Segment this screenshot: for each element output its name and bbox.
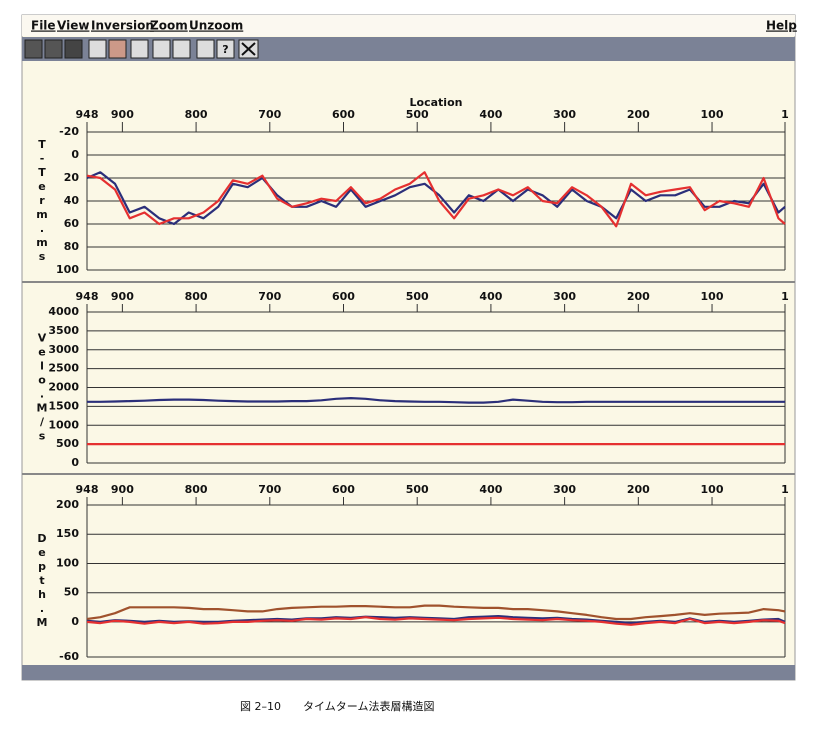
x-tick-label: 948: [76, 483, 99, 496]
menu-item[interactable]: Inversion: [91, 19, 154, 33]
x-tick-label: 500: [406, 108, 429, 121]
x-tick-label: 948: [76, 108, 99, 121]
x-tick-label: 1: [781, 290, 789, 303]
menu-item[interactable]: Unzoom: [189, 19, 243, 33]
tool-button[interactable]: [64, 39, 83, 59]
y-tick-label: 3500: [48, 324, 79, 337]
x-tick-label: 948: [76, 290, 99, 303]
y-tick-label: 1000: [48, 418, 79, 431]
x-tick-label: 600: [332, 108, 355, 121]
x-tick-label: 800: [185, 108, 208, 121]
y-tick-label: 2500: [48, 362, 79, 375]
x-tick-label: 800: [185, 290, 208, 303]
figure-caption: 図 2–10 タイムターム法表層構造図: [240, 699, 434, 713]
y-tick-label: 200: [56, 498, 79, 511]
x-tick-label: 300: [553, 483, 576, 496]
x-tick-label: 400: [479, 483, 502, 496]
tool-button[interactable]: [108, 39, 127, 59]
tool-button[interactable]: [130, 39, 149, 59]
y-tick-label: 150: [56, 527, 79, 540]
menu-bar: [22, 15, 795, 36]
help-icon: ?: [222, 43, 228, 56]
x-tick-label: 500: [406, 290, 429, 303]
x-tick-label: 700: [258, 108, 281, 121]
help-button[interactable]: [216, 39, 235, 59]
x-tick-label: 900: [111, 290, 134, 303]
x-tick-label: 900: [111, 108, 134, 121]
y-tick-label: 0: [71, 456, 79, 469]
x-tick-label: 200: [627, 290, 650, 303]
save-button[interactable]: [196, 39, 215, 59]
data-line: [86, 616, 786, 626]
zoom-in-button[interactable]: [152, 39, 171, 59]
menu-item[interactable]: Help: [766, 19, 797, 33]
x-tick-label: 200: [627, 108, 650, 121]
y-tick-label: 0: [71, 148, 79, 161]
x-tick-label: 500: [406, 483, 429, 496]
x-tick-label: 300: [553, 290, 576, 303]
menu-item[interactable]: File: [31, 19, 56, 33]
x-tick-label: 400: [479, 290, 502, 303]
menu-item[interactable]: Zoom: [150, 19, 188, 33]
data-line: [86, 171, 786, 226]
menu-item[interactable]: View: [57, 19, 89, 33]
x-tick-label: 1: [781, 483, 789, 496]
y-tick-label: 500: [56, 437, 79, 450]
y-tick-label: 20: [64, 171, 80, 184]
y-tick-label: 50: [64, 586, 80, 599]
y-tick-label: 2000: [48, 381, 79, 394]
y-tick-label: 100: [56, 263, 79, 276]
y-axis-title: T-Term.ms: [36, 138, 49, 264]
x-tick-label: 100: [701, 290, 724, 303]
plot-area: [87, 505, 785, 657]
toolbar: [22, 37, 795, 61]
x-tick-label: 100: [701, 483, 724, 496]
status-bar: [22, 665, 795, 680]
x-tick-label: 400: [479, 108, 502, 121]
x-tick-label: 800: [185, 483, 208, 496]
tool-button[interactable]: [44, 39, 63, 59]
x-tick-label: 900: [111, 483, 134, 496]
y-tick-label: 3000: [48, 343, 79, 356]
data-line: [86, 615, 786, 625]
x-tick-label: 700: [258, 290, 281, 303]
tool-button[interactable]: [24, 39, 43, 59]
y-tick-label: -20: [59, 125, 79, 138]
y-tick-label: 80: [64, 240, 80, 253]
data-line: [86, 171, 786, 228]
y-axis-title: Velo.M/s: [36, 332, 49, 444]
zoom-out-button[interactable]: [172, 39, 191, 59]
close-icon: [241, 42, 256, 56]
x-tick-label: 100: [701, 108, 724, 121]
y-tick-label: 0: [71, 615, 79, 628]
x-tick-label: 600: [332, 483, 355, 496]
x-tick-label: 1: [781, 108, 789, 121]
tool-button[interactable]: [88, 39, 107, 59]
x-tick-label: 300: [553, 108, 576, 121]
y-tick-label: -60: [59, 650, 79, 663]
data-line: [86, 604, 786, 621]
x-tick-label: 700: [258, 483, 281, 496]
toolbar-buttons: ?: [24, 39, 259, 59]
data-line: [87, 397, 785, 404]
x-axis-title: Location: [410, 96, 463, 109]
y-axis-title: Depth.M: [36, 532, 49, 630]
y-tick-label: 60: [64, 217, 80, 230]
y-tick-label: 1500: [48, 399, 79, 412]
x-tick-label: 600: [332, 290, 355, 303]
y-tick-label: 100: [56, 556, 79, 569]
y-tick-label: 40: [64, 194, 80, 207]
y-tick-label: 4000: [48, 305, 79, 318]
x-tick-label: 200: [627, 483, 650, 496]
